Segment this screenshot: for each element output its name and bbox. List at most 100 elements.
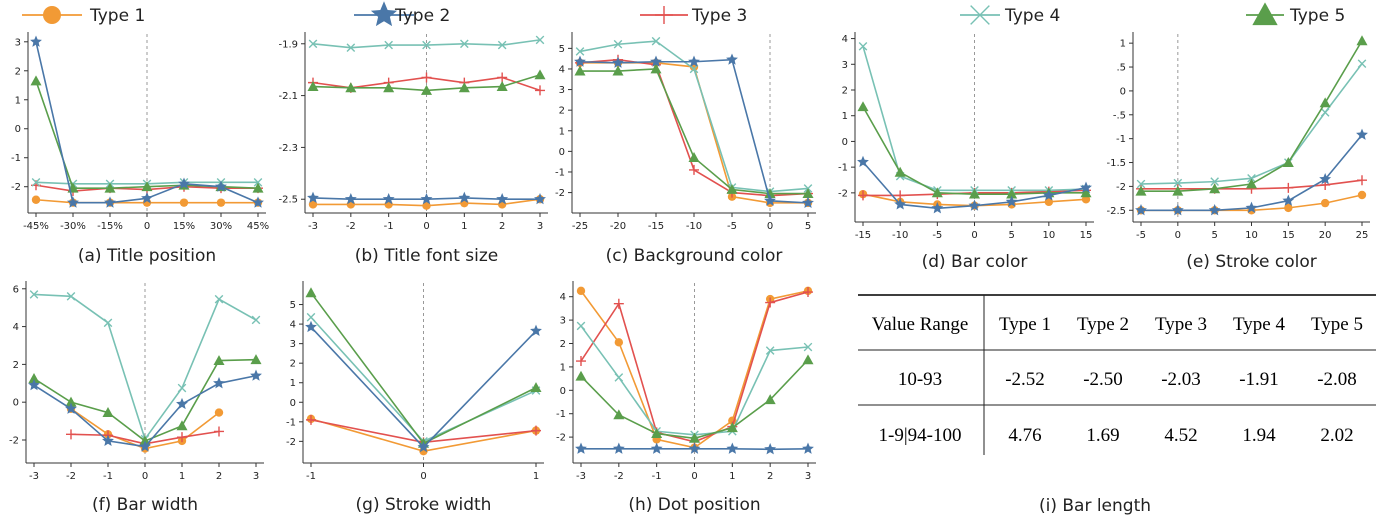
series-triangle — [575, 354, 814, 443]
data-point — [857, 101, 869, 112]
y-tick-label: 2 — [560, 339, 566, 350]
data-point — [858, 41, 868, 51]
data-point — [613, 298, 624, 309]
y-tick-label: 3 — [842, 60, 848, 71]
data-point — [252, 196, 264, 208]
x-tick-label: 5 — [1008, 230, 1014, 241]
data-point — [179, 198, 189, 207]
y-tick-label: 6 — [13, 284, 19, 295]
x-tick-label: -3 — [29, 471, 39, 482]
data-point — [689, 64, 699, 74]
data-point — [803, 342, 813, 352]
data-point — [214, 294, 224, 304]
series-star — [28, 369, 262, 452]
data-point — [1319, 172, 1332, 185]
y-tick-label: 5 — [559, 44, 565, 55]
y-tick-label: 2 — [13, 360, 19, 371]
y-tick-label: -1 — [555, 167, 565, 178]
series-triangle — [30, 75, 264, 193]
x-tick-label: -10 — [686, 221, 702, 232]
series-star — [574, 53, 814, 208]
x-tick-label: 0 — [423, 221, 429, 232]
y-tick-label: 3 — [559, 85, 565, 96]
data-point — [251, 315, 261, 325]
chart-caption: (f) Bar width — [92, 495, 198, 515]
data-point — [535, 35, 545, 45]
legend-label: Type 4 — [1004, 6, 1060, 26]
data-point — [534, 192, 546, 205]
x-tick-label: 0 — [767, 221, 773, 232]
data-point — [1282, 194, 1295, 206]
data-point — [1319, 97, 1331, 108]
data-point — [765, 346, 775, 355]
data-point — [726, 53, 738, 65]
data-point — [1006, 188, 1018, 199]
x-tick-label: -5 — [1136, 230, 1146, 241]
data-point — [650, 442, 663, 454]
data-point — [1080, 181, 1092, 193]
data-point — [764, 194, 776, 206]
y-tick-label: 4 — [13, 322, 19, 333]
data-point — [103, 318, 113, 328]
x-tick-label: 0 — [420, 471, 426, 482]
data-point — [764, 394, 776, 405]
chart-caption: (a) Title position — [78, 246, 216, 266]
data-point — [613, 409, 625, 420]
data-point — [420, 192, 433, 205]
x-tick-label: 0 — [971, 230, 977, 241]
x-tick-label: 10 — [1245, 230, 1258, 241]
x-tick-label: 2 — [499, 221, 505, 232]
data-point — [576, 286, 586, 296]
legend-item: Type 3 — [640, 6, 747, 26]
data-point — [650, 63, 662, 74]
data-point — [1209, 183, 1221, 194]
x-tick-label: -3 — [308, 221, 318, 232]
legend-label: Type 3 — [691, 6, 747, 26]
x-tick-label: -45% — [23, 221, 49, 232]
chart-caption: (d) Bar color — [922, 252, 1028, 272]
data-point — [496, 81, 508, 91]
data-point — [1208, 204, 1221, 216]
data-point — [857, 155, 869, 168]
data-point — [764, 188, 776, 199]
table-header-cell: Type 4 — [1233, 314, 1285, 335]
y-tick-label: -2.3 — [278, 143, 298, 154]
y-tick-label: 0 — [15, 124, 21, 135]
data-point — [574, 65, 586, 76]
y-tick-label: -.5 — [1113, 110, 1126, 121]
data-point — [1284, 203, 1293, 213]
data-point — [306, 312, 316, 322]
x-tick-label: -2 — [614, 471, 624, 482]
table-header-cell: Type 3 — [1155, 314, 1207, 335]
data-point — [575, 442, 587, 454]
y-tick-label: 1 — [842, 111, 848, 122]
y-tick-label: 0 — [560, 386, 566, 397]
y-tick-label: -1 — [1116, 134, 1126, 145]
x-tick-label: 15 — [1080, 230, 1093, 241]
y-tick-label: -1 — [556, 409, 566, 420]
data-point — [66, 429, 76, 440]
x-tick-label: -5 — [932, 230, 942, 241]
y-tick-label: -2 — [1116, 182, 1126, 193]
table-cell: -1.91 — [1239, 369, 1279, 390]
y-tick-label: 4 — [842, 34, 848, 45]
legend-label: Type 2 — [394, 6, 450, 26]
series-x — [308, 35, 545, 52]
y-tick-label: 0 — [1120, 86, 1126, 97]
data-point — [306, 414, 316, 425]
legend-item: Type 4 — [960, 5, 1060, 26]
x-tick-label: 2 — [767, 471, 773, 482]
y-tick-label: 1 — [15, 95, 21, 106]
data-point — [688, 152, 700, 162]
data-point — [575, 47, 585, 56]
data-point — [28, 378, 40, 391]
x-tick-label: 3 — [805, 471, 811, 482]
series-circle — [575, 58, 813, 208]
x-marker-icon — [970, 5, 990, 25]
legend-item: Type 1 — [22, 6, 145, 26]
data-point — [346, 43, 356, 52]
chart-panel: -3 -2 -1 0 1 2 3 -1.9 -2.1 -2.3 -2.5 (b) Title font… — [278, 32, 548, 266]
x-tick-label: -1 — [306, 471, 316, 482]
data-point — [612, 65, 624, 76]
y-tick-label: -2 — [11, 182, 21, 193]
